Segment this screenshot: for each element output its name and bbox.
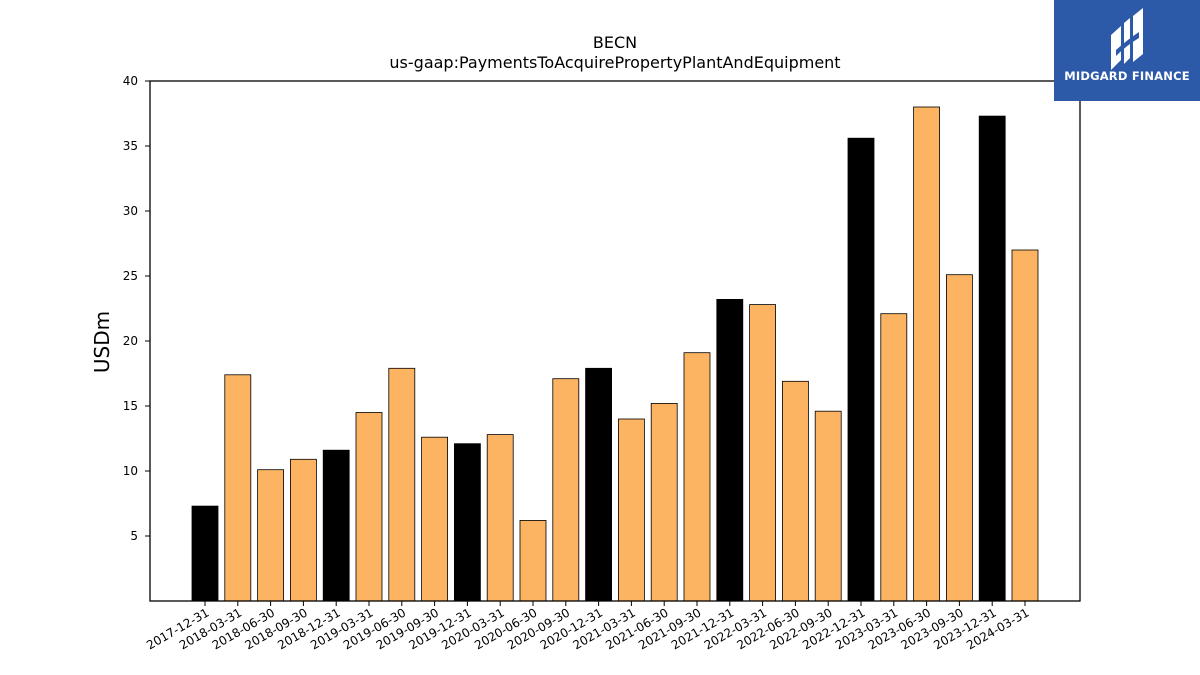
y-axis-label: USDm [90, 311, 114, 373]
bar-2018-06-30 [257, 469, 285, 602]
chart-title: BECN [593, 33, 637, 52]
y-tick-label: 10 [123, 464, 138, 478]
bar-2017-12-31 [191, 505, 219, 602]
bar-2023-03-31 [880, 313, 908, 602]
midgard-logo-icon [1111, 8, 1143, 70]
plot-frame [149, 80, 1081, 602]
y-tick-label: 20 [123, 334, 138, 348]
bar-2019-12-31 [453, 443, 481, 602]
y-tick-label: 40 [123, 74, 138, 88]
y-tick-label: 35 [123, 139, 138, 153]
y-tick-label: 25 [123, 269, 138, 283]
bar-2021-06-30 [650, 402, 678, 602]
bar-2022-09-30 [814, 410, 842, 602]
y-tick-label: 15 [123, 399, 138, 413]
x-ticks-group: 2017-12-312018-03-312018-06-302018-09-30… [144, 601, 1032, 652]
brand-name: MIDGARD FINANCE [1064, 69, 1190, 83]
bar-2021-09-30 [683, 352, 711, 602]
bar-2023-12-31 [978, 115, 1006, 602]
bar-2018-09-30 [289, 458, 317, 602]
bar-2022-12-31 [847, 137, 875, 602]
bar-2023-09-30 [946, 274, 973, 602]
bar-2022-03-31 [749, 304, 776, 602]
bar-2020-09-30 [552, 378, 580, 602]
bar-2021-12-31 [716, 298, 744, 602]
bar-2022-06-30 [782, 380, 809, 602]
bar-2024-03-31 [1011, 249, 1039, 602]
brand-logo: MIDGARD FINANCE [1054, 0, 1200, 101]
y-ticks-group: 5 10 15 20 25 30 35 40 [123, 74, 150, 543]
bar-2018-12-31 [322, 449, 350, 602]
bar-2019-06-30 [388, 367, 416, 602]
bar-2019-09-30 [421, 436, 449, 602]
bar-2020-12-31 [585, 367, 612, 602]
bar-2020-03-31 [486, 434, 514, 602]
y-tick-label: 5 [130, 529, 138, 543]
bar-2020-06-30 [519, 520, 547, 602]
bar-2023-06-30 [913, 106, 940, 602]
bar-2019-03-31 [355, 412, 383, 602]
chart-subtitle: us-gaap:PaymentsToAcquirePropertyPlantAn… [389, 53, 840, 72]
bars-group [191, 106, 1039, 602]
y-tick-label: 30 [123, 204, 138, 218]
bar-2018-03-31 [224, 374, 252, 602]
bar-2021-03-31 [618, 418, 645, 602]
